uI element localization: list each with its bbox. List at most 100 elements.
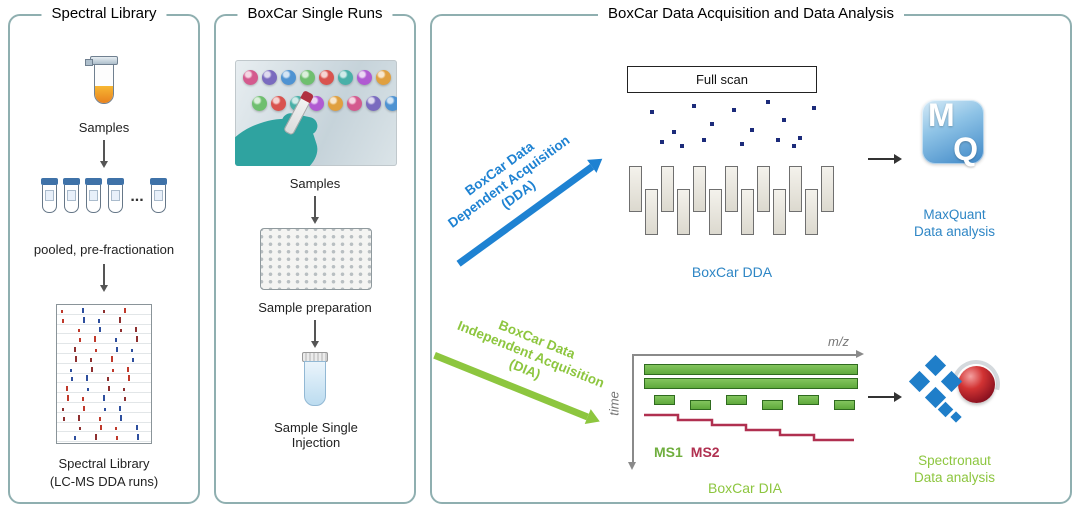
tube-body bbox=[94, 64, 114, 104]
spectrum-peak bbox=[136, 425, 138, 431]
boxcar-window bbox=[725, 166, 738, 212]
panel1-title: Spectral Library bbox=[41, 5, 167, 22]
tube-cap-circle bbox=[347, 96, 362, 111]
spectrum-row bbox=[57, 383, 151, 394]
ms1-window bbox=[834, 400, 855, 410]
spectronaut-sphere bbox=[958, 366, 995, 403]
spectronaut-diamond bbox=[908, 370, 931, 393]
spectrum-peak bbox=[90, 357, 92, 362]
maxquant-caption: MaxQuant Data analysis bbox=[867, 206, 1042, 240]
ms2-step-line bbox=[644, 413, 854, 442]
sample-preparation-label: Sample preparation bbox=[258, 300, 372, 315]
spectrum-peak bbox=[99, 416, 101, 421]
tube-cap-circle bbox=[262, 70, 277, 85]
mini-tube-icon bbox=[63, 178, 81, 213]
ion-dot bbox=[650, 110, 654, 114]
spectrum-peak bbox=[115, 427, 117, 431]
spectrum-peak bbox=[124, 396, 126, 401]
spectrum-peak bbox=[61, 309, 63, 313]
tube-cap-circle bbox=[366, 96, 381, 111]
spectrum-peak bbox=[115, 338, 117, 343]
spectrum-peak bbox=[120, 414, 122, 421]
spectrum-peak bbox=[112, 368, 114, 372]
wellplate-icon bbox=[260, 228, 372, 290]
ion-dot bbox=[732, 108, 736, 112]
spectrum-row bbox=[57, 334, 151, 345]
mini-tube-icon bbox=[41, 178, 59, 213]
ion-dot bbox=[740, 142, 744, 146]
spectrum-row bbox=[57, 393, 151, 403]
spectrum-peak bbox=[62, 318, 64, 323]
samples-label: Samples bbox=[289, 176, 341, 191]
down-arrow-icon bbox=[308, 196, 322, 224]
glove-icon bbox=[235, 108, 325, 166]
tube-cap-circle bbox=[319, 70, 334, 85]
ion-dot bbox=[660, 140, 664, 144]
down-arrow-icon bbox=[308, 320, 322, 348]
pooled-tubes-row: ... bbox=[10, 178, 198, 213]
tube-cap bbox=[85, 56, 118, 66]
spectrum-peak bbox=[99, 327, 101, 333]
tube-cap-circle bbox=[309, 96, 324, 111]
ion-dot bbox=[776, 138, 780, 142]
boxcar-window bbox=[645, 189, 658, 235]
spectrum-peak bbox=[79, 427, 81, 431]
sample-tube-icon bbox=[85, 56, 118, 104]
samples-label: Samples bbox=[78, 120, 130, 135]
spectrum-peak bbox=[63, 416, 65, 421]
spectrum-peak bbox=[119, 316, 121, 323]
spectrum-peak bbox=[62, 407, 64, 411]
boxcar-window bbox=[821, 166, 834, 212]
spectrum-peak bbox=[98, 318, 100, 323]
spectrum-peak bbox=[74, 436, 76, 441]
tube-cap-circle bbox=[338, 70, 353, 85]
right-arrow-icon bbox=[868, 154, 902, 164]
spectrum-peak bbox=[79, 338, 81, 343]
panel-single-runs: BoxCar Single Runs Samples Sample prepar… bbox=[214, 5, 416, 504]
ion-dot bbox=[798, 136, 802, 140]
spectrum-peak bbox=[135, 327, 137, 333]
down-arrow-icon bbox=[97, 140, 111, 168]
boxcar-window bbox=[677, 189, 690, 235]
panel3-title: BoxCar Data Acquisition and Data Analysi… bbox=[598, 5, 904, 22]
maxquant-logo: M Q bbox=[922, 97, 984, 167]
tube-cap-circle bbox=[281, 70, 296, 85]
tube-cap-circle bbox=[300, 70, 315, 85]
spectrum-row bbox=[57, 403, 151, 413]
ms1-legend-label: MS1 bbox=[654, 444, 683, 460]
panel2-title: BoxCar Single Runs bbox=[237, 5, 393, 22]
spectrum-peak bbox=[71, 377, 73, 382]
spectrum-peak bbox=[103, 394, 105, 401]
boxcar-window bbox=[757, 166, 770, 212]
spectrum-peak bbox=[95, 434, 97, 441]
spectrum-peak bbox=[83, 316, 85, 323]
boxcar-window bbox=[773, 189, 786, 235]
spectrum-peak bbox=[78, 329, 80, 333]
ion-dot bbox=[766, 100, 770, 104]
boxcar-window bbox=[629, 166, 642, 212]
spectrum-row bbox=[57, 364, 151, 374]
spectronaut-caption-2: Data analysis bbox=[913, 470, 996, 485]
ms1-window bbox=[798, 395, 819, 405]
dda-ions bbox=[644, 100, 824, 148]
tube-cap-circle bbox=[243, 70, 258, 85]
boxcar-dia-caption: BoxCar DIA bbox=[708, 480, 782, 496]
spectrum-peak bbox=[107, 377, 109, 382]
spectrum-peak bbox=[95, 348, 97, 352]
spectrum-peak bbox=[128, 375, 130, 382]
maxquant-caption-1: MaxQuant bbox=[923, 207, 986, 222]
spectrum-peak bbox=[123, 388, 125, 392]
ion-dot bbox=[750, 128, 754, 132]
panel-spectral-library: Spectral Library Samples ... pooled, pre… bbox=[8, 5, 200, 504]
spectrum-peak bbox=[83, 405, 85, 411]
spectrum-peak bbox=[132, 357, 134, 362]
ms1-window bbox=[654, 395, 675, 405]
ion-dot bbox=[692, 104, 696, 108]
spectral-library-footer-1: Spectral Library bbox=[58, 456, 150, 471]
tube-cap-circle bbox=[385, 96, 397, 111]
spectrum-row bbox=[57, 354, 151, 364]
spectral-stack bbox=[56, 304, 152, 444]
spectronaut-diamond bbox=[950, 411, 962, 423]
spectronaut-caption-1: Spectronaut bbox=[918, 453, 991, 468]
spectrum-peak bbox=[108, 386, 110, 392]
